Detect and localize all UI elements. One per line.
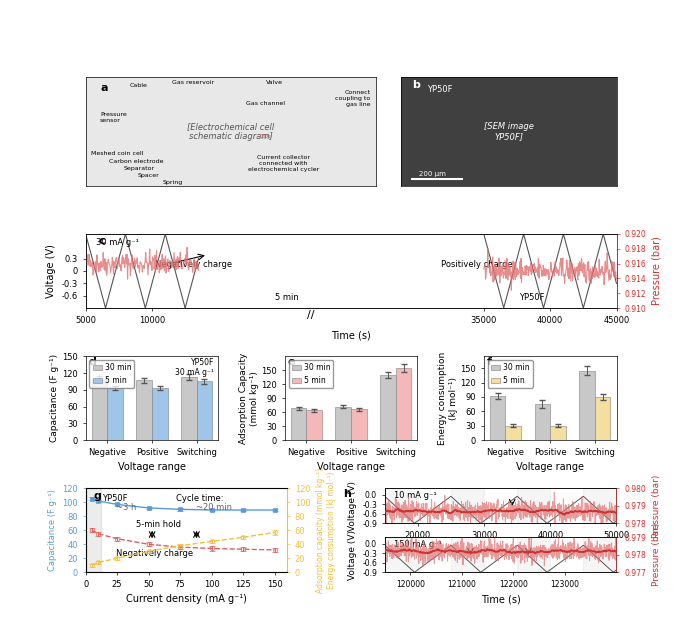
Text: 30 mA g⁻¹: 30 mA g⁻¹	[96, 238, 139, 247]
Text: YP50F
30 mA g⁻¹: YP50F 30 mA g⁻¹	[175, 358, 214, 377]
Y-axis label: Pressure (bar): Pressure (bar)	[651, 237, 662, 305]
Y-axis label: Adsorption Capacity
(mmol kg⁻¹): Adsorption Capacity (mmol kg⁻¹)	[239, 352, 258, 444]
Legend: 30 min, 5 min: 30 min, 5 min	[288, 360, 334, 388]
Bar	[451, 538, 484, 572]
Text: 5 min: 5 min	[275, 293, 299, 302]
Text: Gas channel: Gas channel	[246, 101, 285, 106]
Bar	[506, 426, 521, 440]
Y-axis label: Voltage (V): Voltage (V)	[347, 481, 357, 531]
Text: [Electrochemical cell
schematic diagram]: [Electrochemical cell schematic diagram]	[187, 122, 275, 141]
Text: 10 mA g⁻¹: 10 mA g⁻¹	[394, 491, 437, 500]
X-axis label: Time (s): Time (s)	[331, 331, 371, 340]
Bar	[451, 488, 484, 523]
Bar	[517, 488, 550, 523]
Text: Positively charge: Positively charge	[441, 260, 513, 269]
Text: h: h	[343, 489, 351, 500]
Text: YP50F: YP50F	[427, 85, 453, 94]
Text: g: g	[94, 491, 101, 501]
Bar	[181, 377, 197, 440]
Bar	[490, 396, 506, 440]
Legend: 30 min, 5 min: 30 min, 5 min	[90, 360, 134, 388]
Bar	[306, 410, 322, 440]
Text: ~3 h: ~3 h	[116, 503, 136, 512]
Y-axis label: Capacitance (F g⁻¹): Capacitance (F g⁻¹)	[51, 354, 60, 442]
X-axis label: Voltage range: Voltage range	[516, 462, 584, 473]
Bar	[550, 426, 566, 440]
Y-axis label: Pressure (bar): Pressure (bar)	[651, 474, 660, 538]
Text: YP50F: YP50F	[102, 494, 127, 503]
X-axis label: Current density (mA g⁻¹): Current density (mA g⁻¹)	[126, 595, 247, 604]
Text: YP50F: YP50F	[519, 293, 545, 302]
Bar	[396, 368, 412, 440]
Y-axis label: Pressure (bar): Pressure (bar)	[651, 523, 660, 586]
Bar	[152, 388, 168, 440]
Text: [SEM image
YP50F]: [SEM image YP50F]	[484, 122, 534, 141]
Text: Pressure
sensor: Pressure sensor	[100, 112, 127, 123]
X-axis label: Voltage range: Voltage range	[118, 462, 186, 473]
Text: Carbon electrode: Carbon electrode	[109, 159, 163, 163]
Bar	[108, 388, 123, 440]
Text: Negatively charge: Negatively charge	[116, 548, 193, 557]
Text: e: e	[288, 357, 295, 367]
Y-axis label: Capacitance (F g⁻¹): Capacitance (F g⁻¹)	[48, 489, 57, 571]
Text: b: b	[412, 80, 420, 91]
Text: Current collector
connected with
electrochemical cycler: Current collector connected with electro…	[247, 156, 319, 172]
Bar	[197, 381, 212, 440]
Text: f: f	[486, 357, 491, 367]
Text: CO₂: CO₂	[260, 134, 272, 139]
Text: Cycle time:: Cycle time:	[176, 494, 224, 503]
Text: Meshed coin cell: Meshed coin cell	[91, 151, 144, 156]
Text: 5-min hold: 5-min hold	[136, 520, 181, 529]
Text: Separator: Separator	[123, 167, 155, 171]
Text: ~20 min: ~20 min	[197, 503, 232, 512]
Bar	[584, 488, 616, 523]
Legend: 30 min, 5 min: 30 min, 5 min	[488, 360, 532, 388]
Y-axis label: Voltage (V): Voltage (V)	[46, 244, 56, 298]
Text: 200 μm: 200 μm	[419, 171, 445, 177]
Text: Cable: Cable	[129, 82, 147, 87]
Text: Connect
coupling to
gas line: Connect coupling to gas line	[335, 90, 371, 107]
Text: //: //	[308, 310, 315, 320]
Bar	[534, 404, 550, 440]
Text: Gas reservoir: Gas reservoir	[172, 80, 214, 86]
Bar	[380, 375, 396, 440]
Bar	[86, 488, 101, 572]
Bar	[385, 488, 418, 523]
Bar	[92, 379, 108, 440]
Bar	[595, 397, 610, 440]
Bar	[584, 538, 616, 572]
Y-axis label: Adsorption capacity (mmol kg⁻¹)
Energy consumption (kJ mol⁻¹): Adsorption capacity (mmol kg⁻¹) Energy c…	[316, 467, 336, 593]
Bar	[351, 410, 366, 440]
Text: 150 mA g⁻¹: 150 mA g⁻¹	[394, 540, 442, 549]
Bar	[517, 538, 550, 572]
Bar	[136, 380, 152, 440]
Text: Negatively charge: Negatively charge	[155, 260, 232, 269]
Text: Valve: Valve	[266, 80, 283, 86]
Y-axis label: Voltage (V): Voltage (V)	[347, 530, 357, 580]
Bar	[580, 370, 595, 440]
Text: d: d	[88, 357, 96, 367]
Bar	[290, 408, 306, 440]
X-axis label: Voltage range: Voltage range	[317, 462, 385, 473]
X-axis label: Time (s): Time (s)	[481, 595, 521, 604]
Text: Spacer: Spacer	[138, 173, 160, 177]
Y-axis label: Energy consumption
(kJ mol⁻¹): Energy consumption (kJ mol⁻¹)	[438, 352, 458, 445]
Text: Spring: Spring	[162, 180, 183, 185]
Bar	[336, 406, 351, 440]
Text: a: a	[100, 82, 108, 93]
Bar	[385, 538, 418, 572]
Text: c: c	[99, 236, 105, 246]
